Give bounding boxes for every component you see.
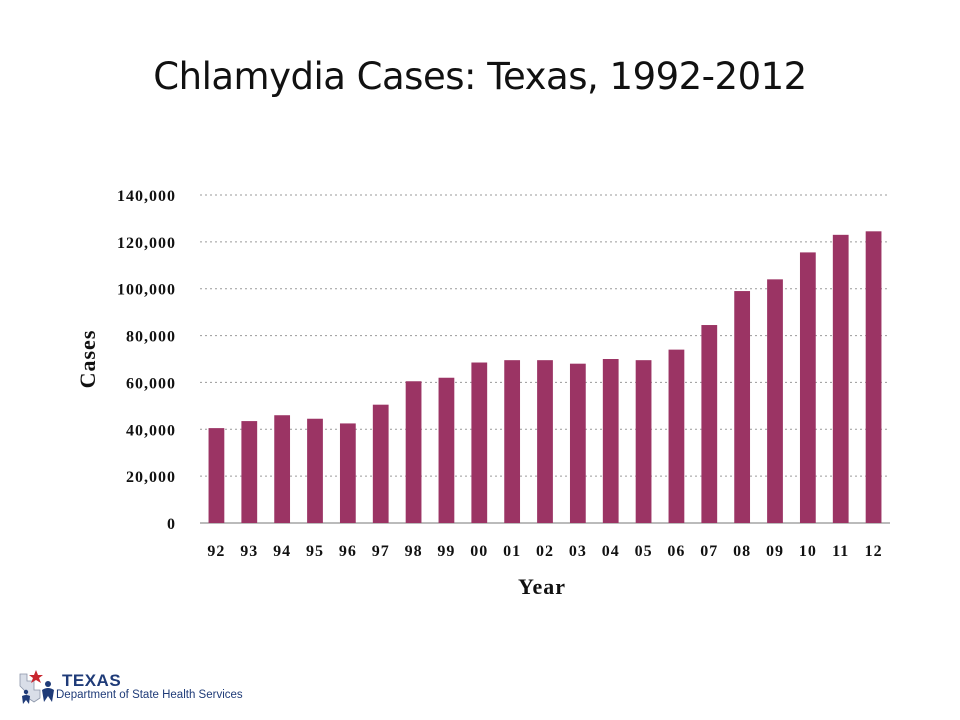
x-tick-label: 00: [470, 543, 488, 560]
slide-title: Chlamydia Cases: Texas, 1992-2012: [153, 55, 807, 98]
logo-subtitle: Department of State Health Services: [56, 689, 243, 701]
bar: [832, 234, 849, 524]
bar: [438, 377, 455, 523]
bar: [701, 325, 718, 523]
x-tick-label: 08: [733, 543, 751, 560]
x-tick-label: 07: [700, 543, 718, 560]
x-tick-label: 09: [766, 543, 784, 560]
y-tick-labels: 0 20,000 40,000 60,000 80,000 100,000 120,000 1…: [117, 188, 176, 533]
bar: [405, 381, 422, 523]
y-tick-label: 80,000: [126, 329, 176, 346]
bar: [602, 359, 619, 523]
y-tick-label: 120,000: [117, 235, 176, 252]
x-tick-label: 06: [667, 543, 685, 560]
y-axis-title: Cases: [75, 330, 100, 389]
x-tick-label: 10: [799, 543, 817, 560]
y-tick-label: 20,000: [126, 469, 176, 486]
x-tick-label: 95: [306, 543, 324, 560]
y-tick-label: 140,000: [117, 188, 176, 205]
bar: [734, 291, 751, 523]
x-tick-label: 99: [437, 543, 455, 560]
x-tick-label: 98: [405, 543, 423, 560]
bars: [208, 231, 882, 524]
x-tick-label: 94: [273, 543, 291, 560]
bar: [339, 423, 356, 523]
x-tick-label: 05: [635, 543, 653, 560]
bar: [471, 362, 488, 523]
y-tick-label: 40,000: [126, 422, 176, 439]
x-tick-label: 03: [569, 543, 587, 560]
bar: [307, 418, 323, 523]
dshs-emblem-icon: [19, 670, 54, 704]
texas-dshs-logo: TEXAS Department of State Health Service…: [14, 668, 254, 708]
bar: [668, 349, 685, 523]
x-tick-label: 93: [240, 543, 258, 560]
bar: [504, 360, 521, 523]
x-tick-label: 04: [602, 543, 620, 560]
x-tick-label: 01: [503, 543, 521, 560]
y-tick-label: 0: [167, 516, 176, 533]
x-tick-label: 02: [536, 543, 554, 560]
logo-word: TEXAS: [62, 671, 122, 690]
bar: [865, 231, 882, 524]
bar: [569, 363, 586, 523]
bar: [274, 415, 291, 523]
bar: [241, 421, 258, 523]
bar: [799, 252, 816, 523]
bar-chart: 0 20,000 40,000 60,000 80,000 100,000 120,000 1…: [75, 188, 890, 599]
y-tick-label: 100,000: [117, 282, 176, 299]
x-tick-label: 96: [339, 543, 357, 560]
bar: [208, 428, 225, 523]
x-tick-label: 97: [372, 543, 390, 560]
bar: [537, 360, 553, 523]
bar: [767, 279, 783, 523]
x-tick-label: 12: [865, 543, 883, 560]
x-tick-labels: 92 93 94 95 96 97 98 99 00 01 02 03 04 05 06 07 08 09 10 11…: [207, 543, 883, 560]
x-tick-label: 92: [207, 543, 225, 560]
bar: [372, 404, 389, 523]
y-tick-label: 60,000: [126, 375, 176, 392]
x-axis-title: Year: [518, 574, 566, 599]
x-tick-label: 11: [832, 543, 849, 560]
bar: [635, 360, 652, 523]
